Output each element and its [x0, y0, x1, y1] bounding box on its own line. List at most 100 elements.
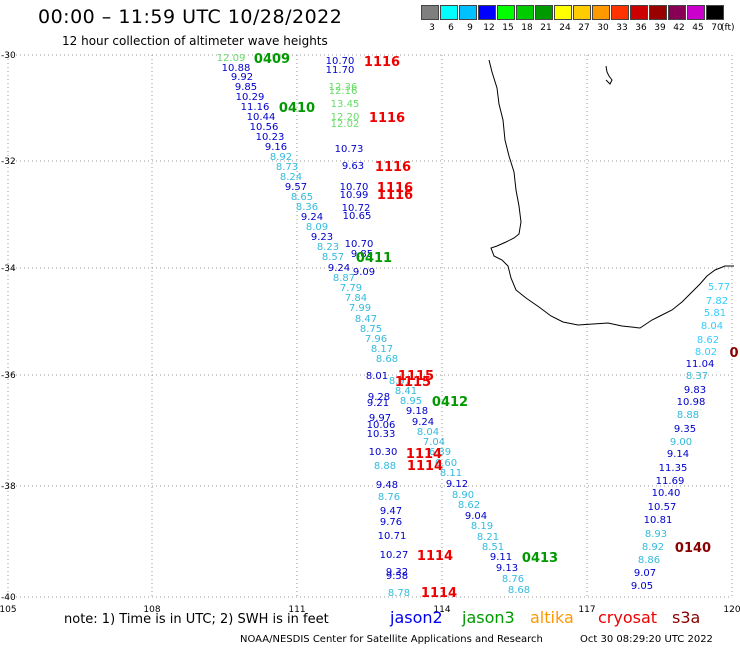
wave-height-value: 10.44: [247, 112, 276, 123]
wave-height-value: 10.29: [236, 92, 265, 103]
legend-label: 70: [711, 23, 723, 33]
legend-label: 15: [502, 23, 514, 33]
wave-height-value: 8.76: [502, 574, 524, 585]
wave-height-value: 12.09: [217, 53, 246, 64]
legend-label: 36: [635, 23, 647, 33]
wave-height-value: 8.68: [376, 354, 398, 365]
wave-height-value: 11.70: [326, 65, 355, 76]
wave-height-value: 9.11: [490, 552, 512, 563]
wave-height-value: 9.57: [285, 182, 307, 193]
footnote: note: 1) Time is in UTC; 2) SWH is in fe…: [64, 612, 329, 627]
pass-time-label: 0413: [522, 551, 558, 566]
wave-height-value: 9.85: [235, 82, 257, 93]
wave-height-value: 8.04: [417, 427, 439, 438]
legend-swatch: [630, 5, 648, 20]
wave-height-value: 8.88: [374, 461, 396, 472]
wave-height-value: 8.57: [322, 252, 344, 263]
generation-timestamp: Oct 30 08:29:20 UTC 2022: [580, 634, 713, 645]
wave-height-value: 9.05: [631, 581, 653, 592]
legend-label: 33: [616, 23, 628, 33]
wave-height-value: 10.23: [256, 132, 285, 143]
wave-height-value: 8.41: [395, 386, 417, 397]
wave-height-value: 9.47: [380, 506, 402, 517]
wave-height-value: 5.77: [708, 282, 730, 293]
wave-height-value: 8.92: [642, 542, 664, 553]
map-title: 00:00 – 11:59 UTC 10/28/2022: [38, 6, 343, 28]
wave-height-value: 8.73: [276, 162, 298, 173]
wave-height-value: 10.81: [644, 515, 673, 526]
wave-height-value: 10.99: [340, 190, 369, 201]
pass-time-label: 1114: [407, 459, 443, 474]
latitude-label: -34: [1, 264, 16, 274]
wave-height-value: 8.01: [366, 371, 388, 382]
wave-height-value: 6.60: [435, 458, 457, 469]
wave-height-value: 9.24: [412, 417, 434, 428]
wave-height-value: 8.76: [378, 492, 400, 503]
wave-height-value: 9.16: [265, 142, 287, 153]
legend-swatch: [421, 5, 439, 20]
pass-time-label: 1114: [406, 447, 442, 462]
wave-height-value: 8.95: [400, 396, 422, 407]
axis-labels: 105 108 111 114 117 120 -30 -32 -34 -36 -38 -40: [0, 51, 740, 615]
wave-height-value: 8.24: [280, 172, 302, 183]
wave-height-values: 12.0910.889.929.8510.2911.1610.4410.5610…: [217, 53, 730, 599]
pass-time-label: 1116: [377, 181, 413, 196]
wave-height-value: 7.99: [349, 303, 371, 314]
longitude-label: 111: [288, 605, 305, 615]
legend-swatch: [611, 5, 629, 20]
wave-height-value: 9.13: [496, 563, 518, 574]
wave-height-value: 10.70: [345, 239, 374, 250]
legend-label: 30: [597, 23, 609, 33]
wave-height-value: 8.51: [482, 542, 504, 553]
wave-height-value: 8.78: [388, 588, 410, 599]
wave-height-value: 8.09: [306, 222, 328, 233]
wave-height-value: 8.97: [389, 376, 411, 387]
wave-height-value: 9.32: [386, 567, 408, 578]
legend-swatch: [459, 5, 477, 20]
latitude-label: -36: [1, 371, 16, 381]
longitude-label: 108: [143, 605, 160, 615]
wave-height-value: 9.09: [353, 267, 375, 278]
wave-height-value: 8.92: [270, 152, 292, 163]
wave-height-value: 6.39: [429, 447, 451, 458]
wave-height-value: 7.96: [365, 334, 387, 345]
wave-height-value: 10.57: [648, 502, 677, 513]
coastline-sw-australia: [488, 59, 734, 329]
wave-height-value: 10.40: [652, 488, 681, 499]
pass-time-label: 0140: [675, 541, 711, 556]
wave-height-value: 5.81: [704, 308, 726, 319]
wave-height-value: 9.97: [369, 413, 391, 424]
wave-height-value: 7.84: [345, 293, 367, 304]
wave-height-value: 9.12: [446, 479, 468, 490]
legend-swatch: [573, 5, 591, 20]
wave-height-value: 10.65: [343, 211, 372, 222]
wave-height-value: 12.16: [329, 86, 358, 97]
legend-label: 18: [521, 23, 533, 33]
wave-height-value: 12.02: [331, 119, 360, 130]
wave-height-value: 8.02: [695, 347, 717, 358]
legend-swatch: [497, 5, 515, 20]
wave-height-value: 12.20: [331, 112, 360, 123]
legend-swatch: [516, 5, 534, 20]
legend-label: 21: [540, 23, 552, 33]
latitude-label: -40: [1, 593, 16, 603]
legend-swatch: [554, 5, 572, 20]
wave-height-value: 9.63: [342, 161, 364, 172]
wave-height-value: 10.70: [326, 56, 355, 67]
legend-swatch: [440, 5, 458, 20]
wave-height-value: 8.17: [371, 344, 393, 355]
wave-height-value: 9.14: [667, 449, 689, 460]
latitude-label: -30: [1, 51, 16, 61]
wave-height-value: 12.36: [329, 82, 358, 93]
pass-time-label: 1114: [417, 549, 453, 564]
wave-height-value: 11.35: [659, 463, 688, 474]
wave-height-value: 8.11: [440, 468, 462, 479]
pass-time-label: 0411: [356, 251, 392, 266]
wave-height-value: 9.35: [674, 424, 696, 435]
legend-swatch: [649, 5, 667, 20]
wave-height-value: 9.21: [367, 398, 389, 409]
pass-time-label: 1116: [369, 111, 405, 126]
wave-height-value: 7.04: [423, 437, 445, 448]
longitude-label: 114: [433, 605, 450, 615]
wave-height-value: 9.04: [465, 511, 487, 522]
